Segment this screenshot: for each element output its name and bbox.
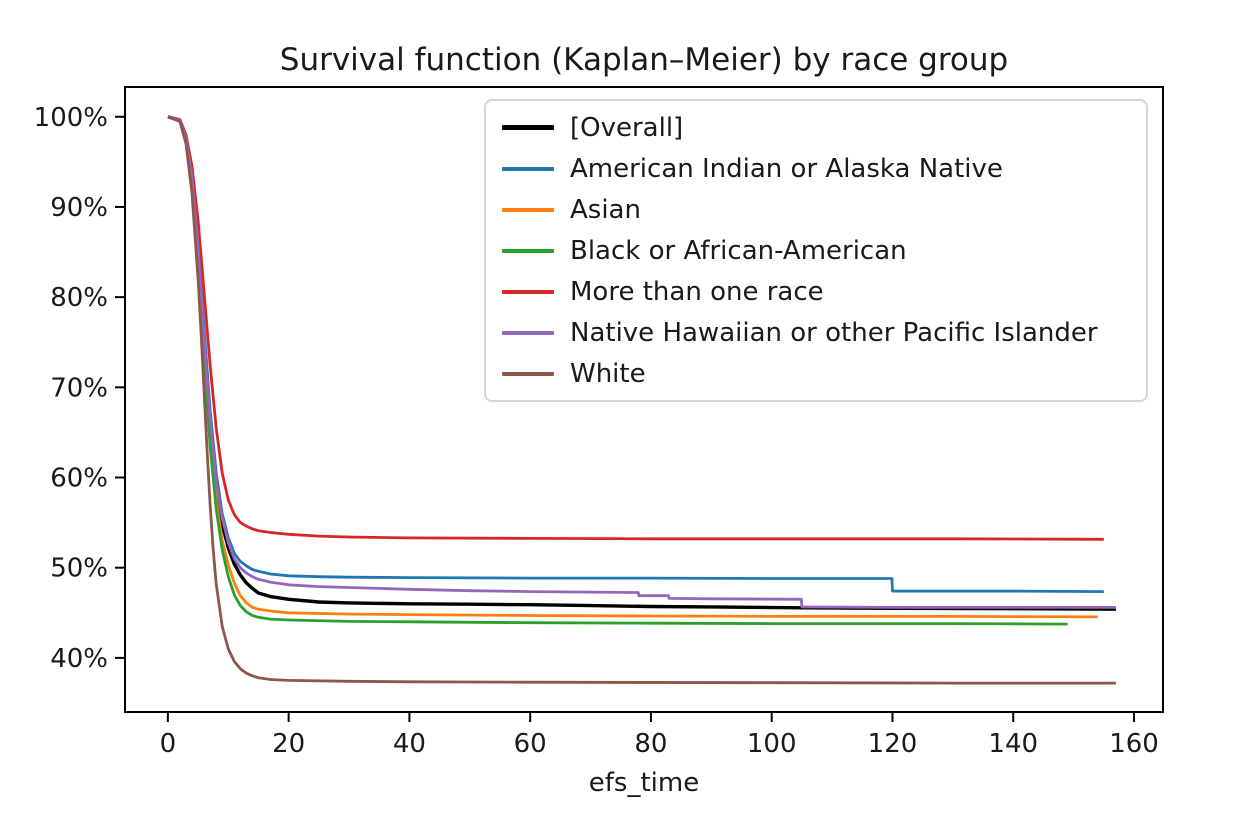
x-tick-label: 120 [868,729,918,759]
legend-row: More than one race [486,271,1146,312]
x-axis-label: efs_time [588,768,700,798]
x-tick-label: 140 [988,729,1038,759]
chart-title: Survival function (Kaplan–Meier) by race… [279,42,1009,78]
y-tick-label: 50% [50,554,108,584]
series-line [167,115,1116,685]
x-tick-label: 160 [1109,729,1159,759]
legend-label: Asian [570,194,641,225]
legend-row: [Overall] [486,107,1146,148]
y-tick-label: 40% [50,644,108,674]
y-tick-label: 90% [50,193,108,223]
legend-label: American Indian or Alaska Native [570,153,1003,184]
x-tick-label: 100 [747,729,797,759]
x-tick-label: 20 [272,729,305,759]
legend-label: Native Hawaiian or other Pacific Islande… [570,317,1098,348]
legend-row: American Indian or Alaska Native [486,148,1146,189]
y-tick-label: 80% [50,283,108,313]
legend-line-swatch [502,330,554,335]
series-line [167,115,1116,609]
legend-row: Native Hawaiian or other Pacific Islande… [486,312,1146,353]
legend-row: White [486,353,1146,394]
x-tick-label: 0 [160,729,177,759]
x-tick-label: 40 [393,729,426,759]
legend: [Overall] American Indian or Alaska Nativ… [484,99,1148,402]
legend-line-swatch [502,248,554,253]
legend-row: Black or African-American [486,230,1146,271]
axes-spines [124,86,1164,713]
legend-line-swatch [502,166,554,171]
legend-label: Black or African-American [570,235,907,266]
legend-line-swatch [502,371,554,376]
legend-label: [Overall] [570,112,684,143]
series-line [167,115,1104,541]
legend-line-swatch [502,125,554,130]
y-tick-label: 70% [50,373,108,403]
y-tick-label: 60% [50,464,108,494]
x-tick-label: 80 [634,729,667,759]
legend-label: White [570,358,646,389]
legend-row: Asian [486,189,1146,230]
x-tick-label: 60 [514,729,547,759]
legend-label: More than one race [570,276,824,307]
legend-line-swatch [502,207,554,212]
y-tick-label: 100% [34,103,108,133]
legend-line-swatch [502,289,554,294]
